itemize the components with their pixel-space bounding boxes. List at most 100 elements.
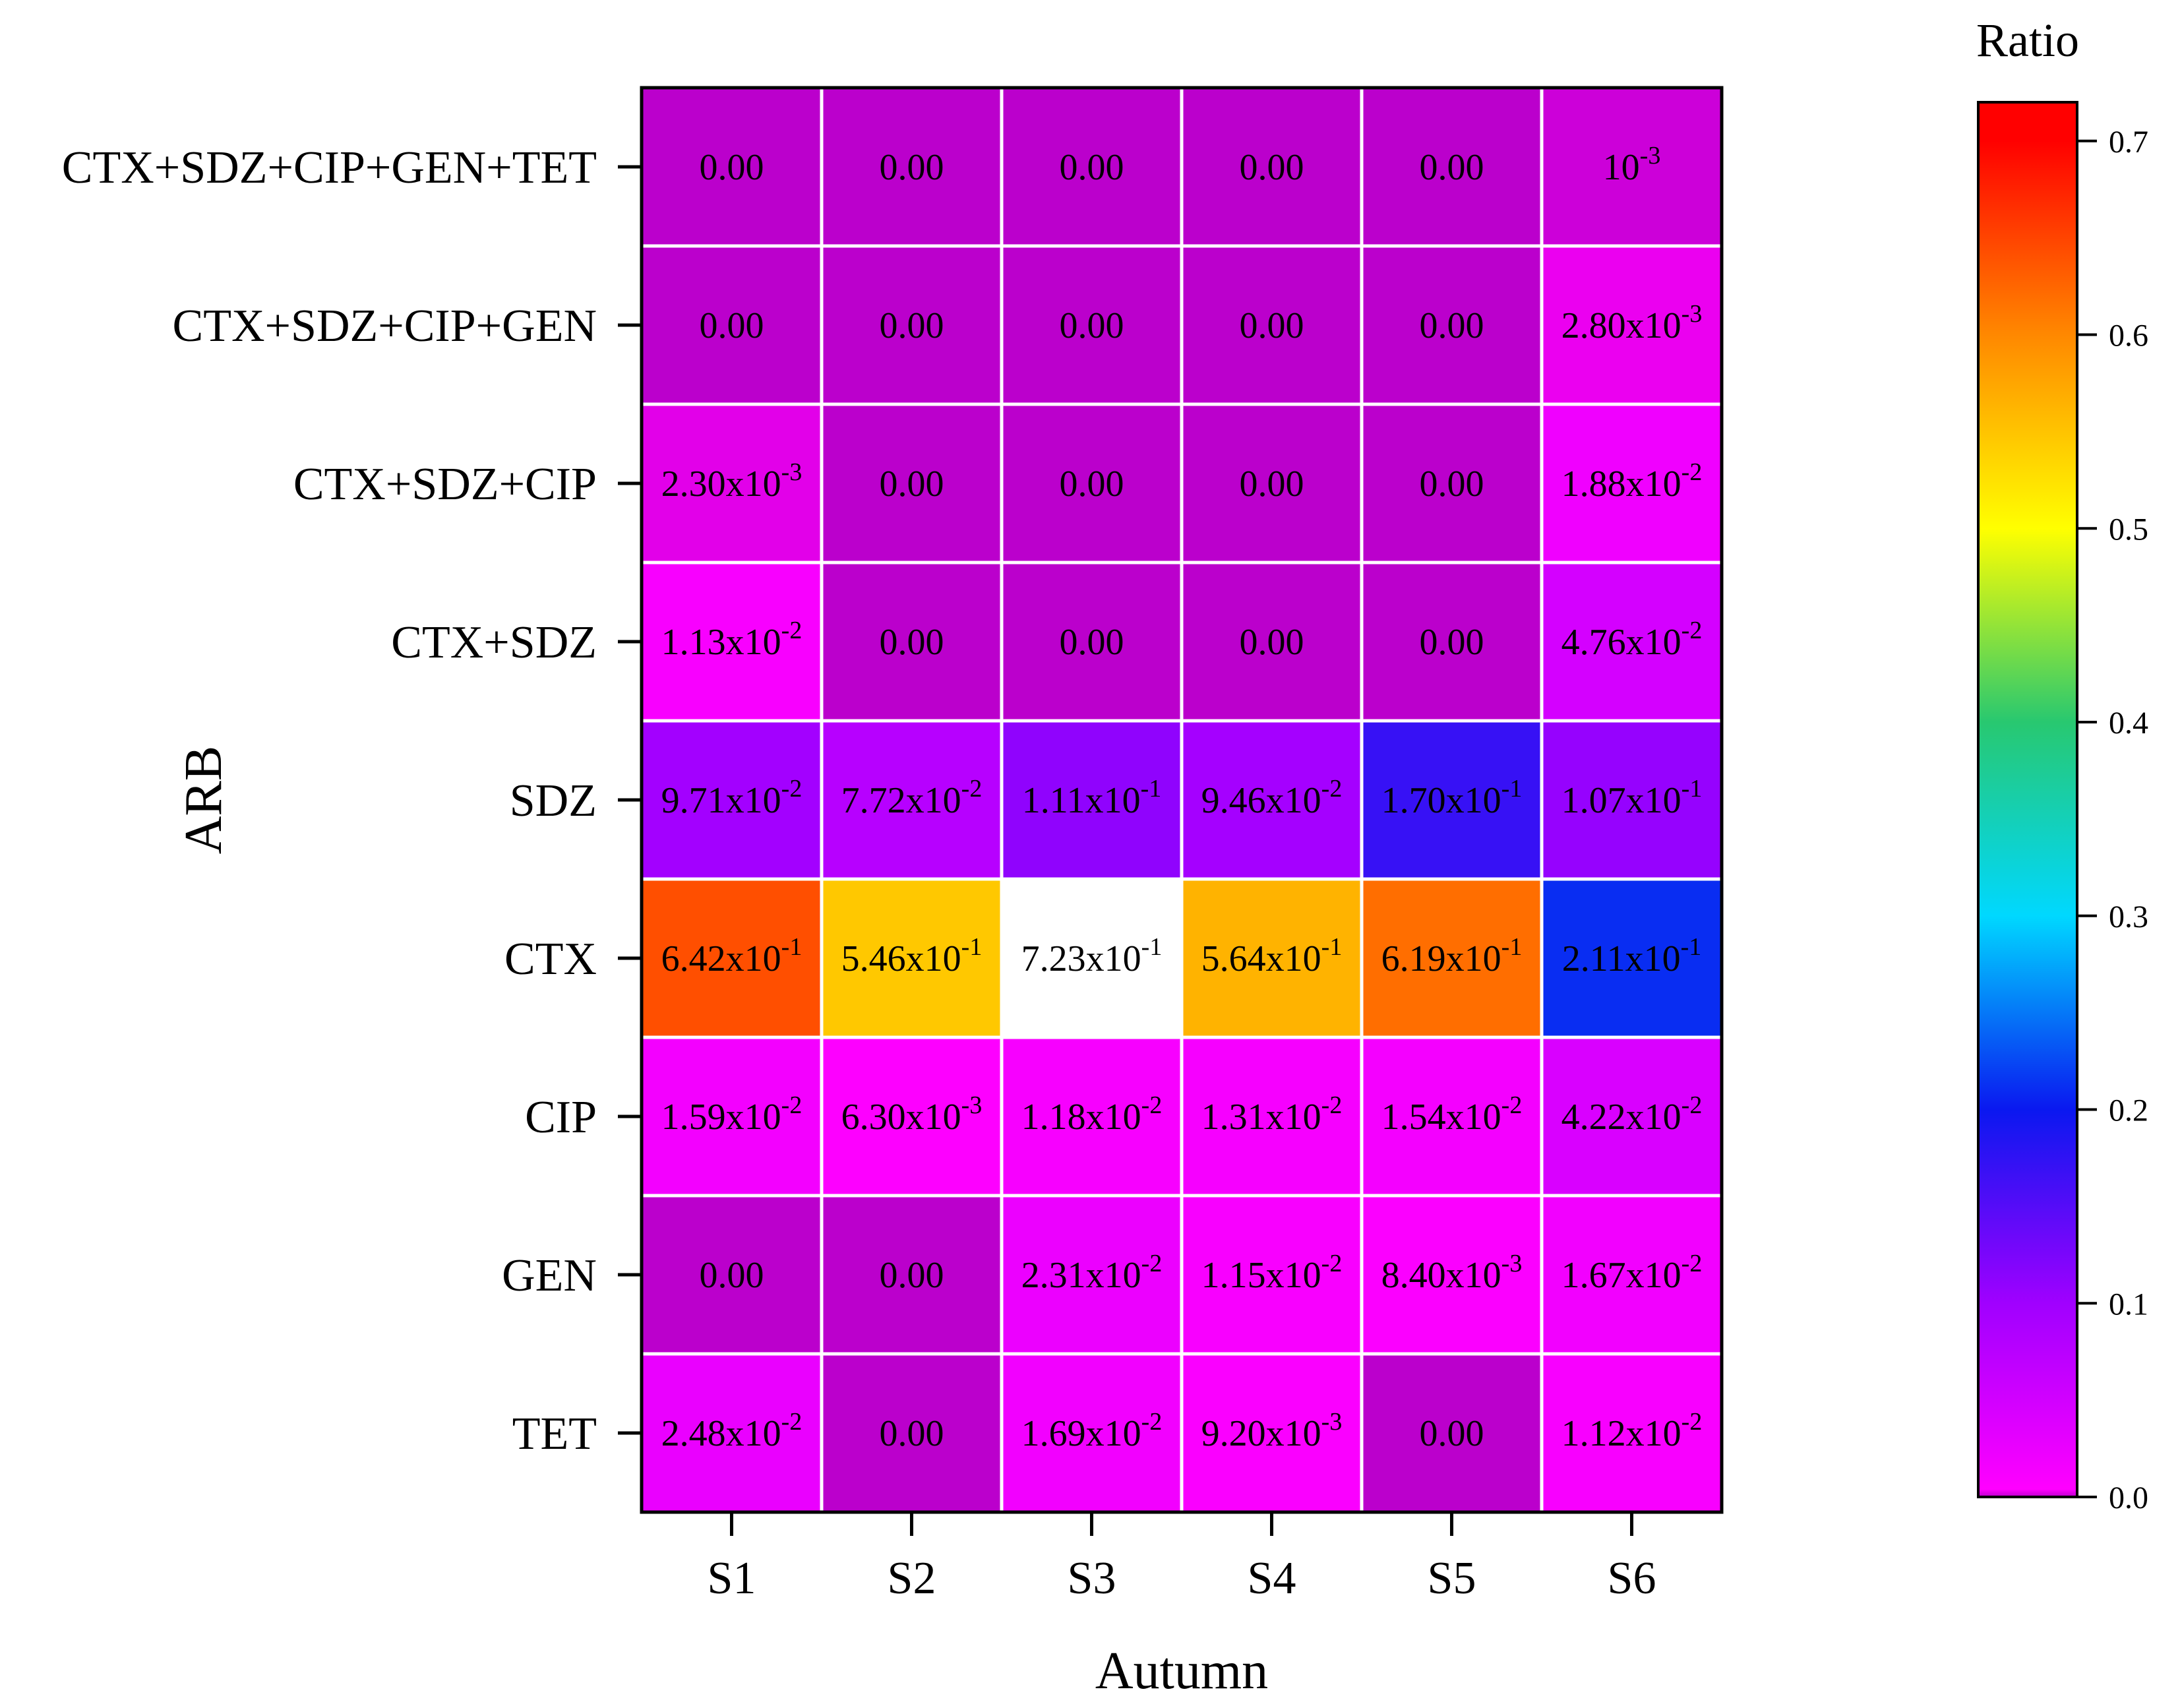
x-tick-label: S2 xyxy=(888,1553,936,1604)
y-tick-label: CTX+SDZ+CIP+GEN xyxy=(173,301,597,351)
heatmap-cell xyxy=(1182,1354,1362,1512)
heatmap-cell xyxy=(1002,563,1182,721)
heatmap-cell xyxy=(822,1196,1002,1354)
cell-value-label: 1.13x10-2 xyxy=(661,617,802,663)
heatmap-cell xyxy=(1362,88,1542,246)
heatmap-cell xyxy=(642,88,822,246)
cell-value-label: 1.88x10-2 xyxy=(1561,458,1703,504)
cell-value-label: 0.00 xyxy=(700,305,764,346)
colorbar-tick-label: 0.3 xyxy=(2109,900,2148,934)
cell-value-label: 1.18x10-2 xyxy=(1021,1091,1163,1138)
colorbar-scale xyxy=(1977,101,2078,1498)
cell-value-label: 2.11x10-1 xyxy=(1562,933,1702,979)
heatmap-cell xyxy=(1362,879,1542,1037)
cell-value-label: 0.00 xyxy=(1420,1413,1484,1454)
cell-value-label: 5.64x10-1 xyxy=(1201,933,1343,979)
cell-value-label: 2.30x10-3 xyxy=(661,458,802,504)
cell-value-label: 0.00 xyxy=(700,1255,764,1296)
colorbar-tick-label: 0.6 xyxy=(2109,319,2148,353)
cell-value-label: 1.69x10-2 xyxy=(1021,1408,1163,1454)
cell-value-label: 0.00 xyxy=(880,622,944,663)
cell-value-label: 0.00 xyxy=(1060,147,1124,188)
cell-value-label: 1.54x10-2 xyxy=(1381,1091,1523,1138)
heatmap-cell xyxy=(642,404,822,563)
cell-value-label: 0.00 xyxy=(1240,147,1304,188)
cell-value-label: 1.11x10-1 xyxy=(1022,775,1162,821)
heatmap-cell xyxy=(1002,1354,1182,1512)
colorbar-tick-label: 0.2 xyxy=(2109,1093,2148,1128)
cell-value-label: 6.42x10-1 xyxy=(661,933,802,979)
heatmap-cell xyxy=(1182,563,1362,721)
cell-value-label: 1.31x10-2 xyxy=(1201,1091,1343,1138)
heatmap-cell xyxy=(1182,88,1362,246)
x-tick-label: S6 xyxy=(1608,1553,1656,1604)
heatmap-cell xyxy=(1542,404,1722,563)
x-tick-label: S1 xyxy=(708,1553,756,1604)
cell-value-label: 1.15x10-2 xyxy=(1201,1250,1343,1296)
heatmap-cell xyxy=(1362,404,1542,563)
heatmap-cell xyxy=(1002,404,1182,563)
cell-value-label: 0.00 xyxy=(880,147,944,188)
heatmap-cell xyxy=(1002,246,1182,404)
x-tick-label: S4 xyxy=(1248,1553,1296,1604)
cell-value-label: 6.19x10-1 xyxy=(1381,933,1523,979)
heatmap-cell xyxy=(1542,1196,1722,1354)
heatmap-cells: 0.00 0.00 0.00 0.00 0.00 10-3 0.00 0.00 0.00 0.00… xyxy=(642,88,1722,1512)
heatmap-cell xyxy=(822,246,1002,404)
heatmap-cell xyxy=(822,404,1002,563)
y-tick-label: CTX xyxy=(504,934,597,985)
heatmap-cell xyxy=(822,1037,1002,1196)
cell-value-label: 4.76x10-2 xyxy=(1561,617,1703,663)
y-tick-label: CTX+SDZ+CIP xyxy=(293,459,597,510)
cell-value-label: 2.31x10-2 xyxy=(1021,1250,1163,1296)
cell-value-label: 4.22x10-2 xyxy=(1561,1091,1703,1138)
heatmap-cell xyxy=(822,1354,1002,1512)
cell-value-label: 1.59x10-2 xyxy=(661,1091,802,1138)
heatmap-cell xyxy=(642,563,822,721)
y-tick-label: CIP xyxy=(525,1092,597,1143)
cell-value-label: 7.23x10-1 xyxy=(1021,933,1163,979)
cell-value-label: 7.72x10-2 xyxy=(841,775,983,821)
y-tick-label: GEN xyxy=(502,1250,597,1301)
y-tick-label: CTX+SDZ xyxy=(391,617,597,668)
cell-value-label: 9.20x10-3 xyxy=(1201,1408,1343,1454)
cell-value-label: 0.00 xyxy=(880,464,944,504)
cell-value-label: 1.67x10-2 xyxy=(1561,1250,1703,1296)
cell-value-label: 5.46x10-1 xyxy=(841,933,983,979)
heatmap-cell xyxy=(1542,879,1722,1037)
heatmap-cell xyxy=(642,1354,822,1512)
heatmap-cell xyxy=(642,879,822,1037)
colorbar-tick-label: 0.0 xyxy=(2109,1480,2148,1515)
cell-value-label: 2.80x10-3 xyxy=(1561,300,1703,346)
heatmap-cell xyxy=(1182,246,1362,404)
heatmap-cell xyxy=(1002,88,1182,246)
heatmap-cell xyxy=(1542,88,1722,246)
heatmap-cell xyxy=(642,1037,822,1196)
cell-value-label: 0.00 xyxy=(700,147,764,188)
heatmap-cell xyxy=(822,721,1002,879)
y-tick-label: CTX+SDZ+CIP+GEN+TET xyxy=(62,142,597,193)
cell-value-label: 0.00 xyxy=(1060,464,1124,504)
y-tick-label: TET xyxy=(512,1409,597,1459)
heatmap-cell xyxy=(642,1196,822,1354)
heatmap-cell xyxy=(642,721,822,879)
heatmap-cell xyxy=(1542,563,1722,721)
heatmap-cell xyxy=(1362,1037,1542,1196)
cell-value-label: 0.00 xyxy=(880,305,944,346)
cell-value-label: 0.00 xyxy=(880,1413,944,1454)
cell-value-label: 0.00 xyxy=(1420,147,1484,188)
cell-value-label: 9.71x10-2 xyxy=(661,775,802,821)
colorbar: 0.0 0.1 0.2 0.3 0.4 0.5 0.6 0.7 xyxy=(1977,101,2148,1515)
heatmap-cell xyxy=(1002,879,1182,1037)
cell-value-label: 0.00 xyxy=(1420,305,1484,346)
cell-value-label: 1.12x10-2 xyxy=(1561,1408,1703,1454)
heatmap-cell xyxy=(1362,563,1542,721)
heatmap-grid xyxy=(642,88,1722,1512)
heatmap-cell xyxy=(1182,1037,1362,1196)
heatmap-cell xyxy=(822,879,1002,1037)
heatmap-cell xyxy=(1002,721,1182,879)
cell-value-label: 8.40x10-3 xyxy=(1381,1250,1523,1296)
x-axis-ticks: S1 S2 S3 S4 S5 S6 xyxy=(708,1512,1656,1604)
cell-value-label: 6.30x10-3 xyxy=(841,1091,983,1138)
cell-value-label: 9.46x10-2 xyxy=(1201,775,1343,821)
